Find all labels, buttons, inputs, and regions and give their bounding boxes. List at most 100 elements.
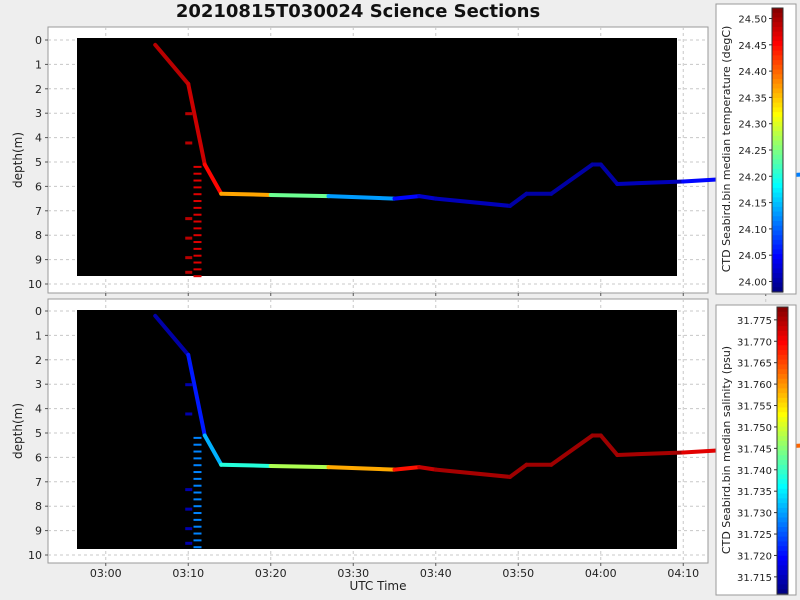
y-tick-label: 1: [35, 329, 42, 342]
y-tick-label: 7: [35, 205, 42, 218]
colorbar-swatch: [777, 321, 788, 327]
track-segment: [326, 194, 397, 201]
bin-marker: [185, 488, 193, 492]
colorbar-swatch: [772, 55, 783, 61]
track-segment: [549, 433, 595, 467]
x-tick-label: 03:10: [172, 567, 204, 580]
colorbar-swatch: [772, 192, 783, 198]
track-segment: [417, 465, 438, 472]
colorbar-swatch: [772, 173, 783, 179]
y-tick-label: 9: [35, 525, 42, 538]
track-segment: [153, 42, 191, 86]
colorbar-swatch: [772, 268, 783, 274]
colorbar-swatch: [772, 131, 783, 137]
bin-marker: [193, 220, 202, 223]
colorbar-swatch: [777, 555, 788, 562]
colorbar-swatch: [777, 560, 788, 566]
bin-marker: [193, 247, 202, 250]
track-segment: [392, 465, 422, 472]
bin-marker: [193, 172, 202, 175]
bin-marker: [193, 261, 202, 264]
y-tick-label: 8: [35, 229, 42, 242]
y-tick-label: 1: [35, 58, 42, 71]
colorbar-swatch: [772, 187, 783, 194]
colorbar-swatch: [772, 254, 783, 260]
y-tick-label: 0: [35, 305, 42, 318]
colorbar-tick-label: 24.40: [738, 67, 767, 78]
colorbar-swatch: [777, 570, 788, 576]
track-segment: [417, 194, 438, 201]
colorbar-swatch: [772, 164, 783, 170]
colorbar-swatch: [777, 440, 788, 447]
colorbar-swatch: [777, 345, 788, 351]
colorbar-swatch: [777, 340, 788, 346]
colorbar-swatch: [772, 74, 783, 80]
colorbar-tick-label: 31.750: [737, 423, 772, 434]
colorbar-swatch: [777, 388, 788, 394]
colorbar-swatch: [777, 507, 788, 514]
bin-marker: [193, 443, 202, 446]
bin-marker: [185, 507, 193, 511]
bin-marker: [193, 268, 202, 271]
track-segment: [433, 467, 512, 479]
colorbar-swatch: [777, 474, 788, 480]
bin-marker: [185, 541, 193, 545]
colorbar-swatch: [777, 460, 788, 466]
colorbar-swatch: [777, 316, 788, 322]
bin-marker: [193, 234, 202, 237]
bin-marker: [193, 450, 202, 453]
colorbar-swatch: [777, 565, 788, 571]
colorbar-swatch: [777, 503, 788, 509]
bin-marker: [193, 213, 202, 216]
bin-marker: [193, 193, 202, 196]
x-tick-label: 03:40: [420, 567, 452, 580]
track-segment: [508, 191, 529, 208]
colorbar-swatch: [777, 488, 788, 495]
colorbar-swatch: [772, 50, 783, 56]
colorbar-swatch: [772, 83, 783, 90]
colorbar-swatch: [772, 239, 783, 246]
bin-marker: [193, 525, 202, 528]
colorbar-swatch: [772, 45, 783, 52]
colorbar-swatch: [777, 550, 788, 557]
colorbar-swatch: [772, 159, 783, 165]
bin-marker: [193, 241, 202, 244]
colorbar-swatch: [772, 183, 783, 189]
bin-marker: [185, 412, 193, 416]
bin-marker: [193, 206, 202, 209]
colorbar-swatch: [772, 221, 783, 227]
bin-marker: [193, 491, 202, 494]
bin-marker: [185, 270, 193, 274]
y-tick-label: 3: [35, 107, 42, 120]
colorbar-swatch: [772, 135, 783, 142]
colorbar-swatch: [777, 483, 788, 490]
x-axis-label: UTC Time: [350, 579, 407, 593]
colorbar-swatch: [772, 17, 783, 23]
y-tick-label: 7: [35, 476, 42, 489]
colorbar-swatch: [777, 445, 788, 452]
y-tick-label: 8: [35, 500, 42, 513]
colorbar-swatch: [777, 450, 788, 456]
track-segment: [615, 450, 686, 457]
track-segment: [433, 196, 512, 208]
bin-marker: [193, 200, 202, 203]
bin-marker: [193, 275, 202, 278]
y-tick-label: 10: [28, 278, 42, 291]
bin-marker: [185, 217, 193, 221]
bin-marker: [193, 471, 202, 474]
colorbar-swatch: [772, 8, 783, 14]
colorbar-swatch: [777, 373, 788, 380]
colorbar-swatch: [772, 112, 783, 118]
colorbar-swatch: [772, 202, 783, 208]
colorbar-label: CTD Seabird.bin median salinity (psu): [720, 346, 733, 554]
colorbar-swatch: [777, 354, 788, 361]
y-tick-label: 6: [35, 180, 42, 193]
x-tick-label: 03:00: [90, 567, 122, 580]
page-title: 20210815T030024 Science Sections: [175, 1, 541, 22]
x-tick-label: 04:00: [585, 567, 617, 580]
colorbar-tick-label: 31.755: [737, 402, 772, 413]
colorbar-swatch: [777, 493, 788, 499]
bin-marker: [185, 236, 193, 240]
y-tick-label: 2: [35, 83, 42, 96]
colorbar-swatch: [772, 277, 783, 284]
